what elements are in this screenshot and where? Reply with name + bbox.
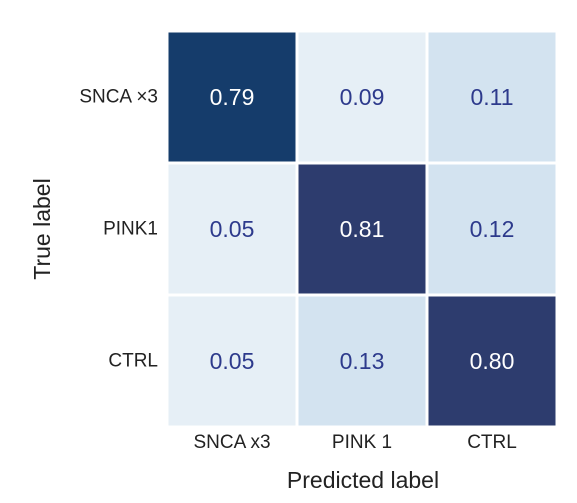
cell-value-label-r0-c1: 0.09 [340,84,385,110]
y-tick-labels: SNCA ×3 PINK1 CTRL [79,87,158,372]
cell-value-label-r1-c0: 0.05 [210,216,255,242]
heatmap-cell-r0-c2 [428,32,556,162]
heatmap-cell-r0-c1 [298,32,426,162]
cell-value-labels: 0.79 0.09 0.11 0.05 0.81 0.12 0.05 0.13 0.80 [210,84,515,374]
heatmap-cell-r1-c0 [168,164,296,294]
heatmap-cell-r2-c2 [428,296,556,426]
x-tick-label-snca-x3: SNCA x3 [193,432,270,453]
cell-value-label-r2-c1: 0.13 [340,348,385,374]
y-axis-title: True label [29,178,55,279]
y-tick-label-ctrl: CTRL [108,351,158,372]
x-tick-labels: SNCA x3 PINK 1 CTRL [193,432,516,453]
cell-value-label-r0-c0: 0.79 [210,84,255,110]
x-axis-title: Predicted label [287,467,439,493]
heatmap-cell-r1-c1 [298,164,426,294]
cell-value-label-r1-c1: 0.81 [340,216,385,242]
y-tick-label-snca-3: SNCA ×3 [79,87,158,108]
cell-value-label-r1-c2: 0.12 [470,216,515,242]
cell-value-label-r2-c0: 0.05 [210,348,255,374]
heatmap-cell-r2-c0 [168,296,296,426]
heatmap-cell-r0-c0 [168,32,296,162]
x-tick-label-pink-1: PINK 1 [332,432,392,453]
heatmap-cell-r1-c2 [428,164,556,294]
heatmap-cell-r2-c1 [298,296,426,426]
x-tick-label-ctrl: CTRL [467,432,517,453]
cell-value-label-r0-c2: 0.11 [470,84,513,110]
cell-value-label-r2-c2: 0.80 [470,348,515,374]
y-tick-label-pink1: PINK1 [103,219,158,240]
heatmap-cells [168,32,556,426]
